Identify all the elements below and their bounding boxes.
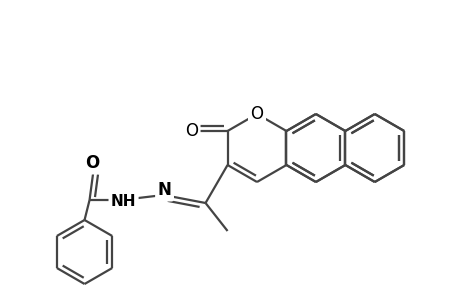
Text: O: O xyxy=(85,154,100,172)
Text: N: N xyxy=(157,181,171,199)
Text: NH: NH xyxy=(111,194,136,208)
Text: O: O xyxy=(185,122,198,140)
Text: O: O xyxy=(250,105,263,123)
